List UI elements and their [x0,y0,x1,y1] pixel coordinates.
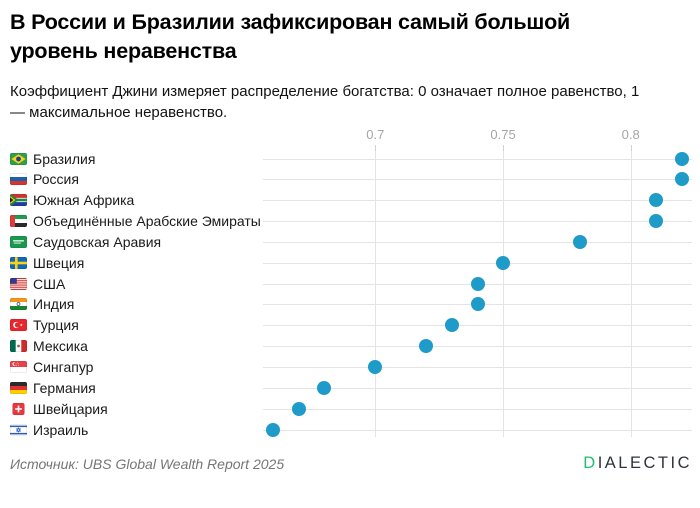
x-gridline [503,151,505,437]
country-name: Израиль [33,421,89,438]
data-point-uae [649,214,664,229]
data-point-switzerland [291,401,306,416]
country-label: Сингапур [10,356,93,378]
flag-turkey-icon [10,319,27,332]
flag-mexico-icon [10,340,27,353]
country-label: Бразилия [10,148,95,170]
data-point-germany [317,380,332,395]
chart-subtitle: Коэффициент Джини измеряет распределение… [10,81,698,123]
flag-russia-icon [10,173,27,186]
data-point-russia [674,172,689,187]
x-axis-tick-label: 0.75 [490,127,516,142]
data-point-south-africa [649,193,664,208]
country-label: Саудовская Аравия [10,231,161,253]
data-point-israel [266,422,281,437]
row-gridline [263,346,692,348]
row-gridline [263,262,692,264]
country-name: Германия [33,379,96,396]
x-gridline [375,151,377,437]
country-label: Германия [10,377,96,399]
logo-rest: IALECTIC [597,454,692,472]
subtitle-line-2: — максимальное неравенство. [10,104,228,121]
country-name: Объединённые Арабские Эмираты [33,213,261,230]
logo-first-letter: D [583,454,598,472]
country-name: Россия [33,171,79,188]
row-gridline [263,387,692,389]
row-gridline [263,200,692,202]
data-point-usa [470,276,485,291]
row-gridline [263,408,692,410]
country-name: Саудовская Аравия [33,233,162,250]
x-axis-tick-label: 0.7 [366,127,385,142]
flag-singapore-icon [10,361,27,373]
source-caption: Источник: UBS Global Wealth Report 2025 [10,456,285,472]
country-name: Швеция [33,254,85,271]
country-label: Россия [10,168,79,190]
x-axis-tick [630,145,632,151]
country-name: Сингапур [33,359,94,375]
country-label: Швейцария [10,398,108,420]
row-gridline [263,221,692,223]
x-axis-tick-label: 0.8 [621,127,640,142]
row-gridline [263,158,692,160]
page-title: В России и Бразилии зафиксирован самый б… [10,8,690,66]
country-label: Индия [10,293,74,315]
dialectic-logo: DIALECTIC [583,454,692,473]
data-point-mexico [419,339,434,354]
x-axis-tick [503,145,505,151]
row-gridline [263,241,692,243]
data-point-sweden [496,255,511,270]
flag-usa-icon [10,277,27,290]
subtitle-line-1: Коэффициент Джини измеряет распределение… [10,83,640,100]
flag-sweden-icon [10,256,27,269]
country-name: Турция [33,317,79,334]
flag-switzerland-icon [12,402,25,415]
country-label: Швеция [10,252,84,274]
data-point-india [470,297,485,312]
row-gridline [263,179,692,181]
country-name: США [33,275,66,292]
data-point-singapore [368,360,383,374]
flag-india-icon [10,298,27,311]
country-label: Израиль [10,419,88,441]
country-name: Бразилия [33,150,96,167]
flag-saudi-arabia-icon [10,235,27,248]
country-label: Объединённые Арабские Эмираты [10,210,261,232]
title-line-2: уровень неравенства [10,39,237,63]
x-gridline [630,151,632,437]
flag-israel-icon [10,423,27,436]
country-name: Мексика [33,338,88,355]
country-name: Южная Африка [33,192,135,209]
country-name: Индия [33,296,75,313]
country-name: Швейцария [33,400,108,417]
country-label: Турция [10,314,79,336]
country-label: Мексика [10,335,88,357]
row-gridline [263,325,692,327]
data-point-saudi-arabia [572,234,587,249]
x-axis-tick [375,145,377,151]
flag-south-africa-icon [10,194,27,207]
data-point-turkey [444,318,459,333]
flag-uae-icon [10,215,27,228]
country-label: США [10,273,65,295]
row-gridline [263,367,692,368]
title-line-1: В России и Бразилии зафиксирован самый б… [10,10,571,34]
country-label: Южная Африка [10,189,134,211]
data-point-brazil [674,151,689,166]
flag-germany-icon [10,381,27,394]
flag-brazil-icon [10,152,27,165]
row-gridline [263,429,692,431]
